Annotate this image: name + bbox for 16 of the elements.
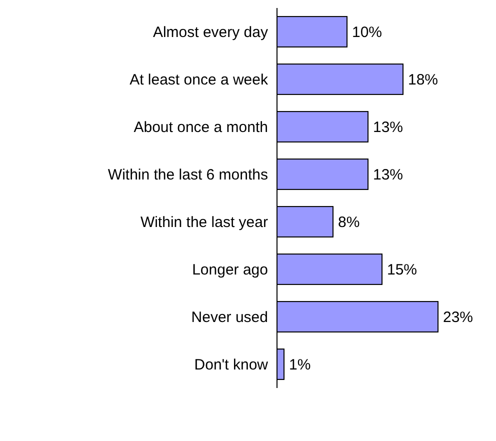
y-tick-label: Almost every day bbox=[152, 24, 268, 41]
y-tick-label: Never used bbox=[191, 309, 268, 326]
y-tick-label: Don't know bbox=[194, 356, 268, 374]
data-label: 1% bbox=[289, 356, 311, 374]
data-label: 18% bbox=[408, 72, 438, 88]
y-tick-label: Within the last 6 months bbox=[108, 166, 268, 184]
data-label: 8% bbox=[338, 214, 360, 231]
data-label: 13% bbox=[373, 119, 404, 136]
y-tick-label: At least once a week bbox=[130, 72, 268, 88]
data-label: 13% bbox=[373, 166, 404, 184]
y-tick-label: Within the last year bbox=[140, 214, 268, 231]
data-label: 10% bbox=[352, 24, 382, 41]
y-tick-label: About once a month bbox=[134, 119, 268, 136]
data-label: 23% bbox=[443, 309, 474, 326]
data-label: 15% bbox=[387, 262, 418, 278]
y-tick-label: Longer ago bbox=[192, 262, 268, 278]
